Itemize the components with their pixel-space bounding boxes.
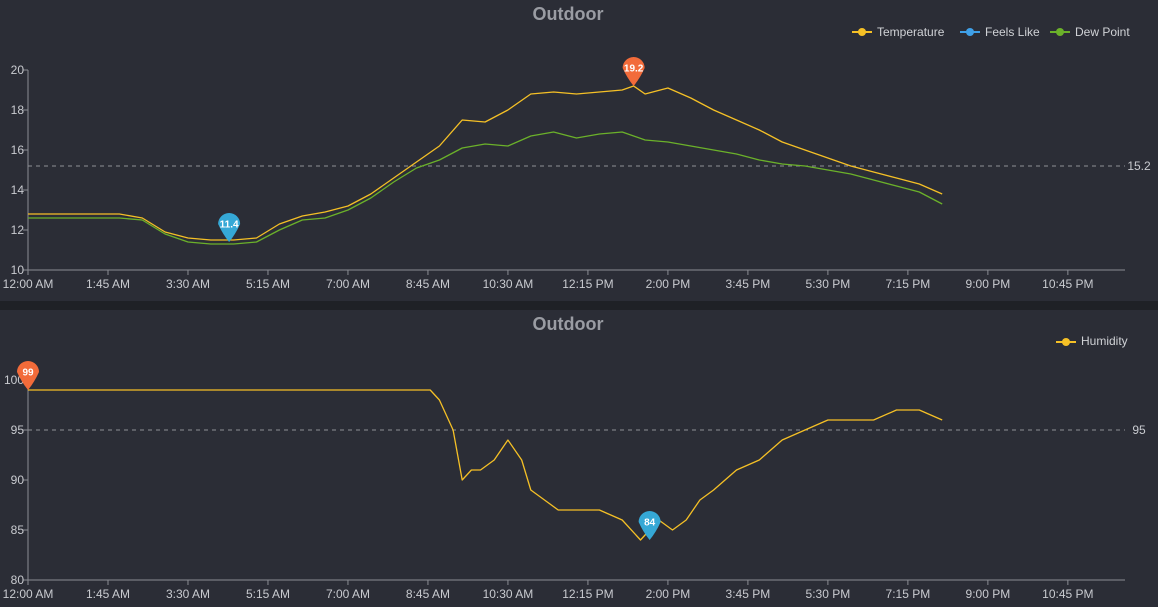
legend: Temperature Feels Like Dew Point (852, 25, 1130, 39)
legend-dew-point-label: Dew Point (1075, 25, 1130, 39)
legend-feels-like-label: Feels Like (985, 25, 1040, 39)
x-tick-label: 12:00 AM (3, 587, 54, 601)
x-tick-label: 7:15 PM (886, 277, 931, 291)
x-tick-label: 1:45 AM (86, 277, 130, 291)
x-tick-label: 5:15 AM (246, 587, 290, 601)
legend-humidity-label: Humidity (1081, 334, 1128, 348)
marker-pin-shape (17, 361, 39, 390)
x-tick-label: 3:30 AM (166, 277, 210, 291)
legend-feels-like-swatch-dot (966, 28, 974, 36)
x-tick-label: 3:45 PM (726, 277, 771, 291)
marker-pin-shape (638, 511, 661, 540)
x-tick-label: 10:45 PM (1042, 587, 1093, 601)
x-tick-label: 8:45 AM (406, 277, 450, 291)
x-tick-label: 7:00 AM (326, 587, 370, 601)
x-tick-label: 8:45 AM (406, 587, 450, 601)
temperature-chart: Outdoor Temperature Feels Like Dew Point… (3, 4, 1151, 291)
legend-item-feels-like[interactable]: Feels Like (960, 25, 1040, 39)
x-tick-label: 5:30 PM (806, 587, 851, 601)
marker-pin-label: 99 (22, 368, 34, 379)
reference-line-label: 95 (1132, 423, 1146, 437)
x-tick-label: 9:00 PM (966, 587, 1011, 601)
x-tick-label: 3:45 PM (726, 587, 771, 601)
legend-item-humidity[interactable]: Humidity (1056, 334, 1128, 348)
temperature-chart-panel: Outdoor Temperature Feels Like Dew Point… (0, 0, 1158, 301)
x-tick-label: 12:15 PM (562, 277, 613, 291)
x-tick-label: 12:00 AM (3, 277, 54, 291)
y-tick-label: 10 (11, 263, 25, 277)
x-tick-label: 1:45 AM (86, 587, 130, 601)
marker-pin-11-4[interactable]: 11.4 (218, 213, 241, 242)
series-line-dew-point[interactable] (28, 131, 943, 245)
marker-pin-19-2[interactable]: 19.2 (622, 57, 645, 86)
chart-title: Outdoor (533, 314, 604, 334)
humidity-chart-panel: Outdoor Humidity 95 12:00 AM 1:45 AM 3:30 … (0, 310, 1158, 607)
reference-line-label: 15.2 (1127, 159, 1151, 173)
marker-pin-label: 19.2 (624, 64, 644, 75)
x-tick-label: 9:00 PM (966, 277, 1011, 291)
marker-pin-shape (218, 213, 241, 242)
legend-item-dew-point[interactable]: Dew Point (1050, 25, 1130, 39)
chart-title: Outdoor (533, 4, 604, 24)
y-tick-label: 20 (11, 63, 25, 77)
legend-temperature-label: Temperature (877, 25, 945, 39)
y-tick-label: 14 (11, 183, 25, 197)
x-tick-label: 7:00 AM (326, 277, 370, 291)
marker-pin-shape (622, 57, 645, 86)
x-tick-label: 7:15 PM (886, 587, 931, 601)
legend-item-temperature[interactable]: Temperature (852, 25, 945, 39)
x-tick-label: 5:15 AM (246, 277, 290, 291)
legend-dew-point-swatch-dot (1056, 28, 1064, 36)
x-tick-label: 10:30 AM (483, 587, 534, 601)
y-tick-label: 85 (11, 523, 25, 537)
y-tick-label: 12 (11, 223, 25, 237)
x-tick-label: 10:45 PM (1042, 277, 1093, 291)
humidity-chart: Outdoor Humidity 95 12:00 AM 1:45 AM 3:30 … (3, 314, 1146, 601)
x-tick-label: 10:30 AM (483, 277, 534, 291)
x-tick-label: 2:00 PM (646, 587, 691, 601)
marker-pin-label: 84 (644, 518, 656, 529)
y-tick-label: 80 (11, 573, 25, 587)
marker-pin-99[interactable]: 99 (17, 361, 39, 390)
legend-humidity-swatch-dot (1062, 338, 1070, 346)
series-line-temperature[interactable] (28, 85, 943, 241)
marker-pin-label: 11.4 (220, 220, 239, 231)
y-tick-label: 90 (11, 473, 25, 487)
x-tick-label: 12:15 PM (562, 587, 613, 601)
x-tick-label: 2:00 PM (646, 277, 691, 291)
marker-pin-84[interactable]: 84 (638, 511, 661, 540)
x-tick-label: 5:30 PM (806, 277, 851, 291)
y-tick-label: 16 (11, 143, 25, 157)
y-tick-label: 18 (11, 103, 25, 117)
y-tick-label: 95 (11, 423, 25, 437)
x-tick-label: 3:30 AM (166, 587, 210, 601)
legend-temperature-swatch-dot (858, 28, 866, 36)
series-line-humidity[interactable] (28, 389, 943, 541)
